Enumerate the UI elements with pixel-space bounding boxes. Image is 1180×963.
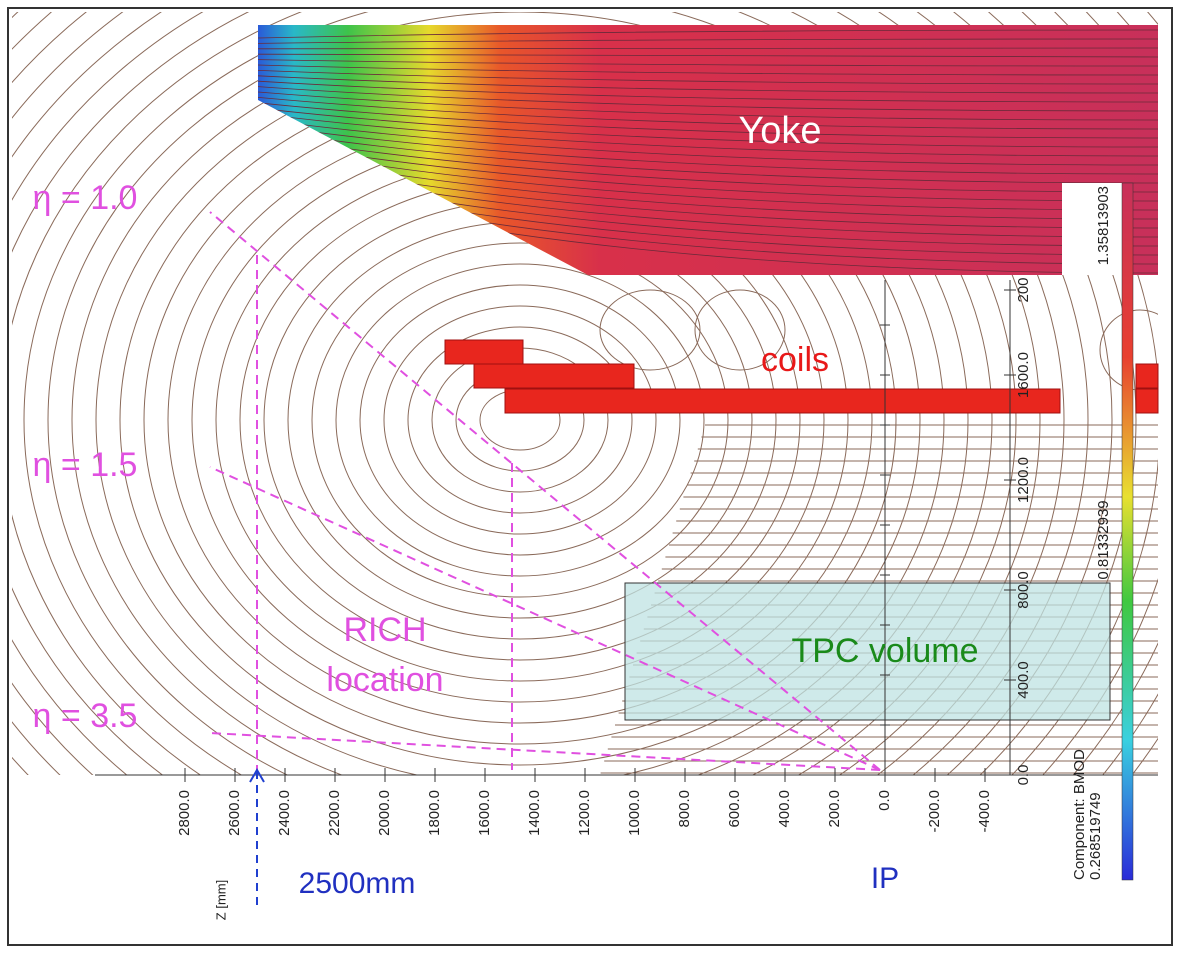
yoke-line — [258, 29, 1158, 39]
arrow-head — [249, 768, 265, 783]
coil — [444, 339, 524, 365]
field-line — [12, 12, 1041, 775]
z-tick-label: 1400.0 — [526, 790, 543, 836]
rich-label: RICH — [343, 611, 426, 649]
yoke-line — [258, 59, 1158, 67]
eta-lines — [209, 211, 881, 771]
eta-label: η = 3.5 — [33, 697, 138, 735]
z-tick-label: 2000.0 — [376, 790, 393, 836]
field-line — [359, 284, 681, 556]
field-line — [407, 326, 633, 514]
coils-label: coils — [761, 341, 829, 379]
tpc-volume — [624, 582, 1111, 721]
r-tick-label: 1600.0 — [1015, 352, 1032, 398]
field-line — [12, 12, 1137, 775]
z-tick-label: 1600.0 — [476, 790, 493, 836]
yoke-line — [258, 124, 1158, 175]
field-line — [311, 242, 729, 598]
z-tick-label: 1200.0 — [576, 790, 593, 836]
yoke-line — [258, 64, 1158, 76]
z-tick-label: 200.0 — [826, 790, 843, 828]
distance-label: 2500mm — [299, 867, 416, 900]
z-axis-label: Z [mm] — [213, 880, 228, 920]
coil — [504, 388, 1061, 414]
yoke-label: Yoke — [738, 110, 821, 152]
tpc-label: TPC volume — [791, 632, 978, 670]
r-tick-label: 200 — [1015, 277, 1032, 302]
field-line — [694, 289, 786, 371]
field-line — [383, 305, 657, 535]
yoke-line — [258, 38, 1158, 44]
coil — [1135, 388, 1159, 414]
yoke-line — [258, 91, 1158, 121]
yoke-line — [258, 80, 1158, 103]
yoke-line — [258, 129, 1158, 184]
r-tick-label: 0.0 — [1015, 765, 1032, 786]
white-box — [1062, 183, 1122, 275]
z-tick-label: -400.0 — [976, 790, 993, 833]
z-tick-label: 1800.0 — [426, 790, 443, 836]
yoke-line — [258, 47, 1158, 50]
r-tick-label: 400.0 — [1015, 661, 1032, 699]
z-tick-label: 800.0 — [676, 790, 693, 828]
yoke-line — [258, 70, 1158, 85]
eta-label: η = 1.0 — [33, 179, 138, 217]
colorbar-max: 1.35813903 — [1095, 186, 1112, 265]
coil — [473, 363, 635, 389]
ip-label: IP — [871, 862, 899, 895]
field-line — [47, 12, 993, 775]
yoke-line — [258, 118, 1158, 166]
colorbar-mid: 0.81332939 — [1095, 500, 1112, 579]
yoke-line — [258, 134, 1158, 193]
colorbar-min: 0.268519749 — [1087, 792, 1104, 880]
r-tick-label: 1200.0 — [1015, 457, 1032, 503]
yoke-line — [258, 97, 1158, 130]
z-tick-label: 2200.0 — [326, 790, 343, 836]
z-tick-label: 2400.0 — [276, 790, 293, 836]
field-line — [12, 12, 1113, 775]
z-tick-label: -200.0 — [926, 790, 943, 833]
z-tick-label: 400.0 — [776, 790, 793, 828]
eta-label: η = 1.5 — [33, 446, 138, 484]
yoke-line — [258, 75, 1158, 94]
field-line — [335, 263, 705, 577]
coil — [1135, 363, 1159, 389]
z-tick-label: 1000.0 — [626, 790, 643, 836]
r-tick-label: 800.0 — [1015, 571, 1032, 609]
colorbar — [1121, 182, 1134, 881]
yoke-lines — [258, 29, 1158, 274]
z-tick-label: 2600.0 — [226, 790, 243, 836]
z-tick-label: 0.0 — [876, 790, 893, 811]
rich-label: location — [326, 661, 443, 699]
yoke — [258, 25, 1158, 275]
field-line — [23, 12, 1017, 775]
field-line — [12, 12, 1065, 775]
field-line — [12, 12, 1089, 775]
yoke-line — [258, 107, 1158, 148]
yoke-line — [258, 113, 1158, 157]
z-tick-label: 2800.0 — [176, 790, 193, 836]
z-tick-label: 600.0 — [726, 790, 743, 828]
yoke-line — [258, 102, 1158, 139]
yoke-line — [258, 86, 1158, 112]
field-line — [599, 289, 701, 371]
colorbar-component: Component: BMOD — [1071, 749, 1088, 880]
